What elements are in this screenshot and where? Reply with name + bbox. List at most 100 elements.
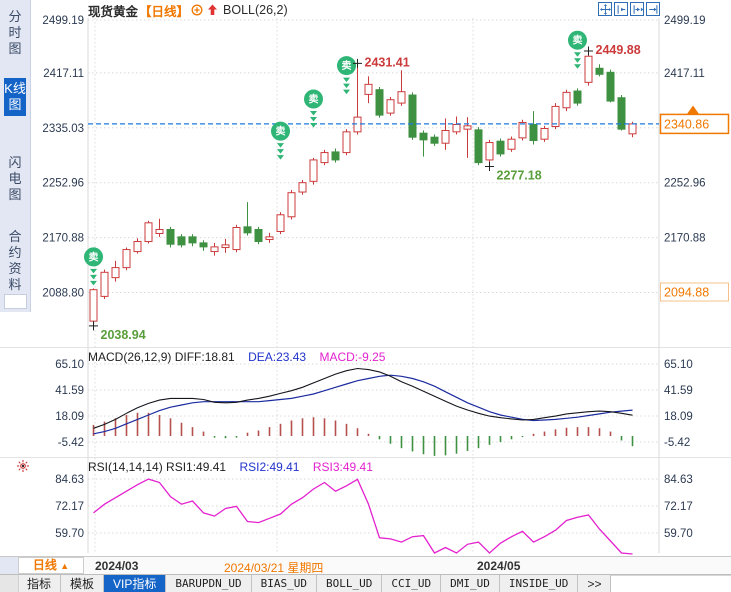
candle xyxy=(606,71,615,102)
chart-type-sidebar: 分时图 K线图闪电图合约资料 xyxy=(0,0,31,312)
rsi1-label: RSI(14,14,14) RSI1:49.41 xyxy=(88,460,227,474)
price-extreme-label: 2431.41 xyxy=(365,55,410,69)
macd-header: MACD(26,12,9) DIFF:18.81 DEA:23.43 MACD:… xyxy=(88,350,385,364)
bottom-tab[interactable]: BIAS_UD xyxy=(252,575,317,592)
chart-toolbar xyxy=(598,2,660,16)
bottom-tab[interactable]: BARUPDN_UD xyxy=(166,575,252,592)
svg-text:-5.42: -5.42 xyxy=(58,437,84,449)
candle xyxy=(199,242,208,248)
candle xyxy=(617,97,626,130)
svg-text:41.59: 41.59 xyxy=(55,385,84,397)
sidebar-item[interactable]: 合约资料 xyxy=(8,229,22,292)
candle xyxy=(89,289,98,322)
candle xyxy=(397,91,406,104)
svg-text:2417.11: 2417.11 xyxy=(664,68,705,80)
sidebar-item[interactable]: 闪电图 xyxy=(8,155,22,202)
timeline-bar: 日线 ▲ 2024/03 2024/03/21 星期四 2024/05 xyxy=(0,556,731,575)
crosshair-mark xyxy=(485,161,494,171)
rsi2-label: RSI2:49.41 xyxy=(239,460,300,474)
candle xyxy=(507,138,516,150)
compress-right-button[interactable] xyxy=(630,2,644,16)
red-up-arrow-icon[interactable] xyxy=(207,4,218,16)
candle xyxy=(364,83,373,95)
svg-text:卖: 卖 xyxy=(309,93,319,106)
svg-text:2499.19: 2499.19 xyxy=(42,15,84,27)
candle xyxy=(298,182,307,193)
svg-text:卖: 卖 xyxy=(342,59,352,72)
bottom-tab[interactable]: INSIDE_UD xyxy=(500,575,579,592)
candle xyxy=(529,123,538,142)
candle xyxy=(342,131,351,154)
svg-text:2170.88: 2170.88 xyxy=(42,233,84,245)
bottom-tab[interactable]: CCI_UD xyxy=(382,575,442,592)
price-extreme-label: 2277.18 xyxy=(497,168,542,182)
crosshair-date-label: 2024/03/21 星期四 xyxy=(224,561,324,575)
indicator-settings-icon[interactable] xyxy=(16,459,30,478)
sell-signal-marker: 卖 xyxy=(271,121,290,160)
macd-dea-label: DEA:23.43 xyxy=(248,350,307,364)
svg-text:2094.88: 2094.88 xyxy=(664,286,709,300)
macd-diff-label: MACD(26,12,9) DIFF:18.81 xyxy=(88,350,235,364)
sidebar-item[interactable]: 分时图 xyxy=(8,9,22,56)
chart-canvas[interactable]: 2499.192499.192417.112417.112335.032335.… xyxy=(0,0,731,556)
bottom-tab[interactable]: BOLL_UD xyxy=(317,575,383,592)
svg-text:72.17: 72.17 xyxy=(664,501,693,513)
price-annotations: 2431.41 2449.88 2277.18 2038.94 xyxy=(89,43,641,342)
bottom-tab[interactable]: 模板 xyxy=(61,575,105,592)
svg-text:2335.03: 2335.03 xyxy=(42,123,84,135)
candle xyxy=(562,91,571,109)
svg-text:2252.96: 2252.96 xyxy=(664,178,706,190)
price-extreme-label: 2449.88 xyxy=(596,43,641,57)
candle xyxy=(430,136,439,144)
indicator-tabs-bar: 指标 模板 VIP指标 BARUPDN_UD BIAS_UD BOLL_UD CCI_UD D… xyxy=(0,574,731,592)
svg-text:-5.42: -5.42 xyxy=(664,437,690,449)
candle xyxy=(474,129,483,164)
price-extreme-label: 2038.94 xyxy=(101,328,146,342)
candle xyxy=(133,241,142,253)
candle xyxy=(100,271,109,297)
compress-left-button[interactable] xyxy=(614,2,628,16)
candle xyxy=(485,142,494,161)
candle xyxy=(188,236,197,244)
candle xyxy=(309,159,318,182)
candlesticks xyxy=(89,50,637,326)
current-price-box xyxy=(659,113,730,135)
timeline-corner xyxy=(0,557,19,574)
candle xyxy=(595,67,604,75)
period-selector-button[interactable]: 日线 ▲ xyxy=(18,557,84,574)
rsi3-label: RSI3:49.41 xyxy=(312,460,373,474)
macd-panel xyxy=(92,367,634,456)
circle-plus-icon[interactable] xyxy=(191,4,203,16)
svg-text:2417.11: 2417.11 xyxy=(43,68,84,80)
svg-text:卖: 卖 xyxy=(573,34,583,47)
candle xyxy=(496,140,505,155)
sell-signal-marker: 卖 xyxy=(337,56,356,95)
rsi-panel xyxy=(93,478,633,555)
chart-title-bar: 现货黄金 【日线】 BOLL(26,2) xyxy=(88,2,288,19)
tabs-corner xyxy=(0,575,19,592)
bottom-tab[interactable]: VIP指标 xyxy=(104,575,167,592)
crosshair-mark xyxy=(353,58,362,68)
candle xyxy=(144,222,153,243)
more-tabs-button[interactable]: >> xyxy=(578,575,612,592)
low-marker-box xyxy=(660,282,729,302)
bottom-tab[interactable]: 指标 xyxy=(18,575,62,592)
svg-text:65.10: 65.10 xyxy=(55,359,84,371)
shift-right-button[interactable] xyxy=(646,2,660,16)
sidebar-item[interactable]: K线图 xyxy=(4,78,26,116)
bottom-tab[interactable]: DMI_UD xyxy=(441,575,500,592)
candle xyxy=(265,236,274,241)
sidebar-spacer-box xyxy=(4,294,27,309)
candle xyxy=(221,244,230,249)
svg-text:84.63: 84.63 xyxy=(664,474,693,486)
pan-crosshair-button[interactable] xyxy=(598,2,612,16)
grid-and-axes: 2499.192499.192417.112417.112335.032335.… xyxy=(0,15,731,553)
svg-text:2170.88: 2170.88 xyxy=(664,233,706,245)
sell-signal-marker: 卖 xyxy=(84,247,103,286)
crosshair-mark xyxy=(89,321,98,331)
macd-macd-label: MACD:-9.25 xyxy=(319,350,386,364)
svg-text:72.17: 72.17 xyxy=(55,501,84,513)
sell-signal-marker: 卖 xyxy=(568,30,587,69)
